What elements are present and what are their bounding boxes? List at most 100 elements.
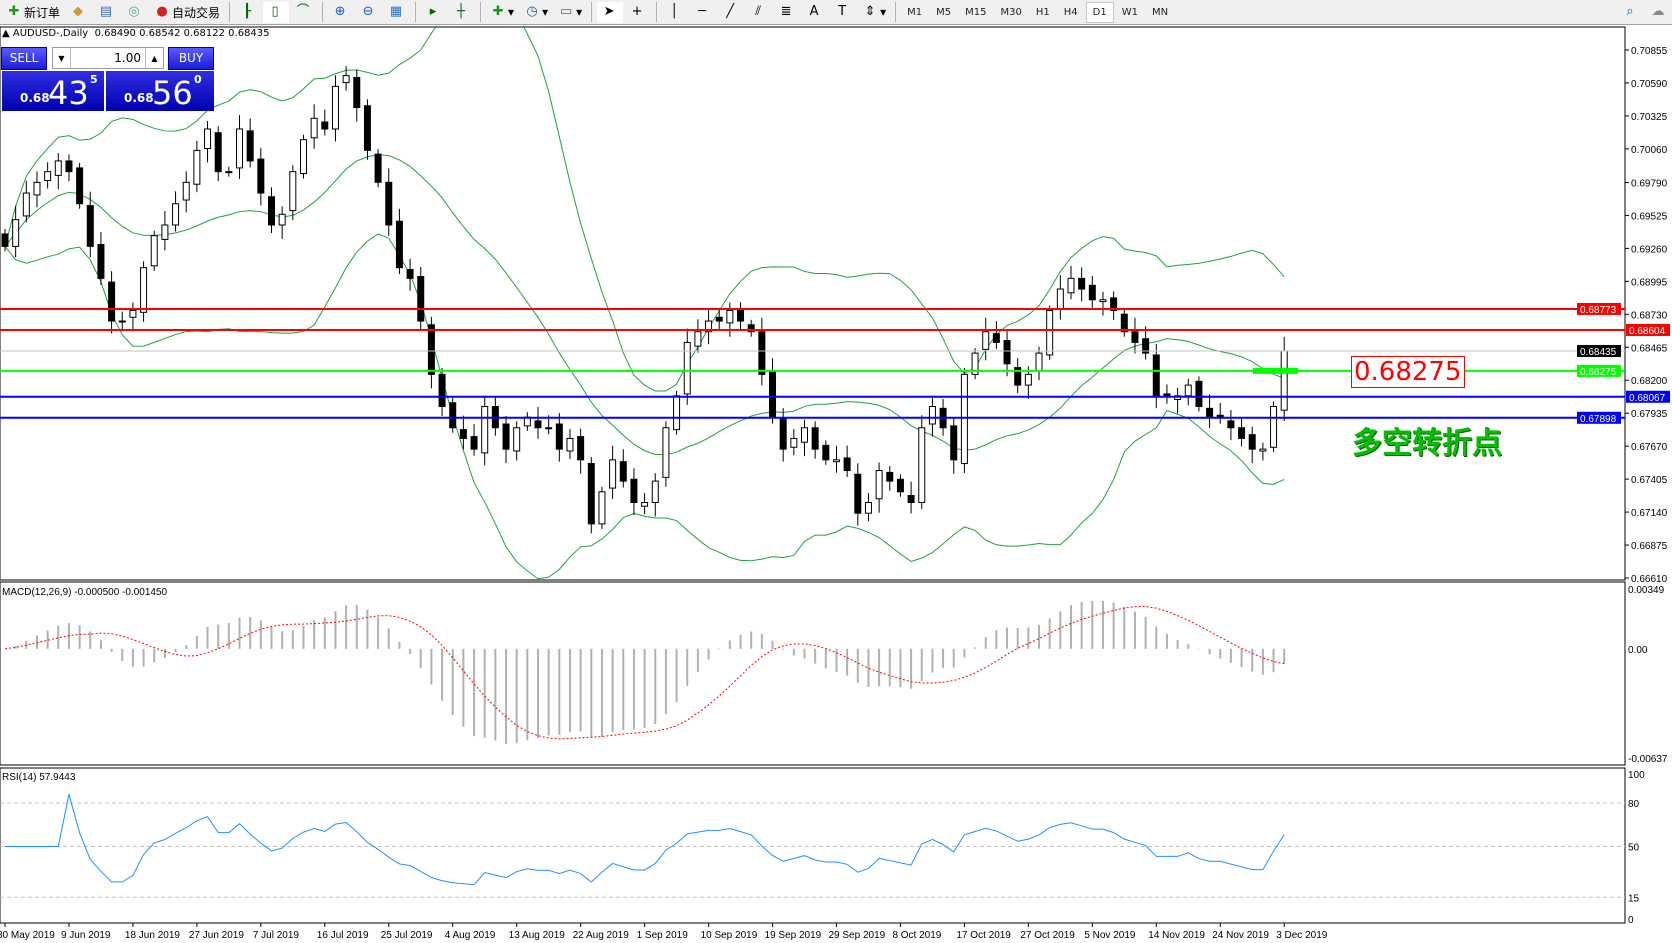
sell-button[interactable]: SELL <box>1 47 47 70</box>
templates-button[interactable]: ▭ ▾ <box>559 4 583 19</box>
bearish-candle <box>108 281 116 322</box>
lot-input[interactable]: 1.00 <box>114 51 141 65</box>
timeframe-mn[interactable]: MN <box>1151 6 1169 18</box>
bearish-candle <box>1120 313 1128 333</box>
timeframe-m5[interactable]: M5 <box>936 6 952 18</box>
timeframe-m30[interactable]: M30 <box>1000 6 1022 18</box>
line-chart-button[interactable]: ⌒ <box>291 2 317 23</box>
buy-price[interactable]: 0.68 56 0 <box>106 71 214 111</box>
macd-tick-label: -0.00637 <box>1628 754 1668 765</box>
zoom-out-button[interactable]: ⊖ <box>356 2 382 23</box>
arrows-button[interactable]: ⇕ ▾ <box>858 2 890 23</box>
lot-decrease-button[interactable]: ▼ <box>53 48 71 68</box>
new-order-button[interactable]: ✚ 新订单 <box>2 2 64 23</box>
auto-scroll-button[interactable]: ▸ <box>421 2 447 23</box>
bullish-candle <box>54 160 62 176</box>
bullish-candle <box>1067 277 1075 294</box>
date-label: 18 Jun 2019 <box>125 930 180 941</box>
lot-increase-button[interactable]: ▲ <box>145 48 163 68</box>
horizontal-line-button[interactable]: ─ <box>690 2 716 23</box>
tile-windows-button[interactable]: ▦ <box>384 2 410 23</box>
vertical-line-button[interactable]: │ <box>662 2 688 23</box>
bearish-candle <box>417 275 425 322</box>
price-tick-label: 0.67405 <box>1631 475 1668 486</box>
price-label-bg <box>1577 302 1621 315</box>
bearish-candle <box>587 463 595 525</box>
separator <box>480 2 482 22</box>
bearish-candle <box>630 478 638 504</box>
cursor-icon: ➤ <box>603 4 615 19</box>
timeframe-h1[interactable]: H1 <box>1035 6 1050 18</box>
bullish-candle <box>1184 384 1192 397</box>
bearish-candle <box>737 308 745 322</box>
bullish-candle <box>1099 299 1107 303</box>
date-label: 13 Aug 2019 <box>509 930 566 941</box>
bullish-candle <box>982 331 990 350</box>
trendline-button[interactable]: ╱ <box>718 2 744 23</box>
bearish-candle <box>577 436 585 461</box>
search-button[interactable]: ⌕ <box>1618 2 1644 23</box>
signals-button[interactable]: ◎ <box>122 2 148 23</box>
bullish-candle <box>918 427 926 504</box>
symbol-label: AUDUSD-,Daily <box>12 28 89 39</box>
bullish-candle <box>182 181 190 201</box>
bullish-candle <box>342 75 350 84</box>
text-icon: A <box>809 4 819 19</box>
timeframe-m1[interactable]: M1 <box>907 6 923 18</box>
candlestick-button[interactable]: ▯ <box>263 1 290 23</box>
date-label: 17 Oct 2019 <box>956 930 1011 941</box>
timeframe-w1[interactable]: W1 <box>1121 6 1138 18</box>
buy-button[interactable]: BUY <box>168 47 214 70</box>
separator <box>415 2 417 22</box>
text-button[interactable]: A <box>802 2 828 23</box>
bearish-candle <box>950 425 958 461</box>
lot-stepper[interactable]: ▼ 1.00 ▲ <box>52 47 164 69</box>
timeframe-h4[interactable]: H4 <box>1063 6 1078 18</box>
bearish-candle <box>758 331 766 375</box>
macd-label: MACD(12,26,9) -0.000500 -0.001450 <box>2 587 168 598</box>
bullish-candle <box>566 437 574 452</box>
price-tick-label: 0.69260 <box>1631 244 1668 255</box>
bull-bear-price-label[interactable]: 0.68275 <box>1351 356 1465 388</box>
market-watch-button[interactable]: ◆ <box>66 2 92 23</box>
periods-button[interactable]: ◷ ▾ <box>520 2 552 23</box>
price-label: 0.67898 <box>1580 414 1617 425</box>
auto-trading-button[interactable]: ● 自动交易 <box>150 2 224 23</box>
chat-button[interactable]: ☁ <box>1646 2 1672 23</box>
zoom-in-button[interactable]: ⊕ <box>328 2 354 23</box>
text-label-icon: T <box>838 4 847 19</box>
zoom-in-icon: ⊕ <box>334 4 346 19</box>
bearish-candle <box>97 244 105 279</box>
text-label-button[interactable]: T <box>830 2 856 23</box>
bullish-candle <box>694 331 702 347</box>
buy-price-fraction: 0 <box>194 73 202 86</box>
sell-price[interactable]: 0.68 43 5 <box>2 71 104 111</box>
bearish-candle <box>76 167 84 205</box>
equidistant-channel-button[interactable]: ⫽ <box>746 2 772 23</box>
chart-area[interactable]: 0.70855 0.70590 0.70325 0.70060 0.69790 0.695… <box>0 26 1672 943</box>
chat-icon: ☁ <box>1651 4 1665 19</box>
bullish-candle <box>12 219 20 247</box>
bearish-candle <box>1014 367 1022 386</box>
navigator-button[interactable]: ▤ <box>94 2 120 23</box>
bar-chart-button[interactable]: ┠ <box>235 2 261 23</box>
bearish-candle <box>246 130 254 162</box>
indicators-button[interactable]: ✚ ▾ <box>486 2 518 23</box>
bull-bear-turning-point-text[interactable]: 多空转折点 <box>1352 426 1502 461</box>
timeframe-m15[interactable]: M15 <box>965 6 987 18</box>
separator <box>895 2 897 22</box>
date-label: 4 Aug 2019 <box>445 930 496 941</box>
bullish-candle <box>289 171 297 212</box>
fibonacci-button[interactable]: ≣ <box>774 2 800 23</box>
bearish-candle <box>214 132 222 173</box>
crosshair-button[interactable]: + <box>625 2 651 23</box>
chart-shift-button[interactable]: ┼ <box>449 2 475 23</box>
cursor-button[interactable]: ➤ <box>597 1 624 23</box>
timeframe-d1[interactable]: D1 <box>1085 1 1114 23</box>
price-tick-label: 0.69790 <box>1631 178 1668 189</box>
separator <box>229 2 231 22</box>
rsi-tick-label: 50 <box>1628 843 1640 854</box>
auto-trading-icon: ● <box>156 4 168 19</box>
rsi-label: RSI(14) 57.9443 <box>2 772 76 783</box>
bearish-candle <box>86 205 94 247</box>
